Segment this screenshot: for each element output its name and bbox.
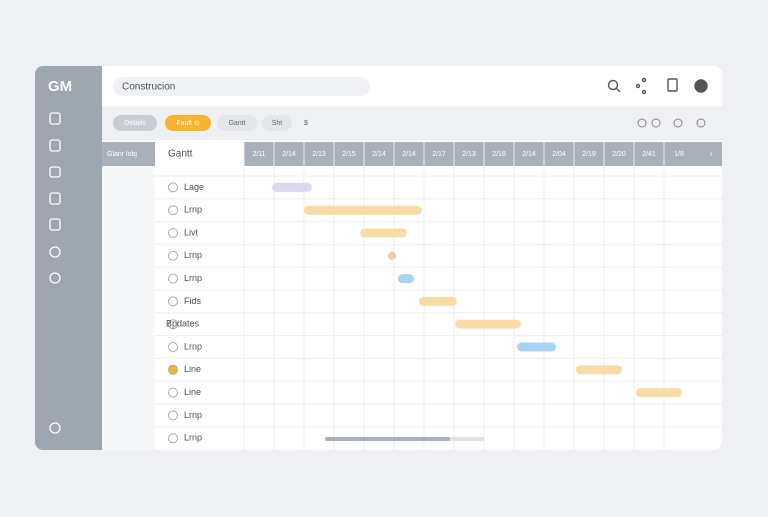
row-label[interactable]: Lrnp (184, 205, 202, 215)
toolbar-button[interactable] (262, 115, 292, 131)
row-icon (168, 205, 178, 216)
row-label[interactable]: Lrnp (184, 341, 202, 351)
row-label[interactable]: Lrnp (184, 433, 202, 443)
gantt-bar[interactable] (398, 274, 414, 284)
milestone[interactable] (388, 251, 396, 260)
toolbar-button[interactable] (113, 115, 157, 131)
toolbar-label[interactable]: Sht (272, 120, 283, 127)
nav-icon[interactable] (49, 166, 61, 178)
column-label: 2/41 (642, 151, 656, 158)
gantt-bar[interactable] (272, 182, 312, 192)
gantt-bar[interactable] (576, 365, 622, 375)
row-label[interactable]: Lrnp (184, 410, 202, 420)
logo: GM (48, 78, 72, 95)
row-icon (168, 387, 178, 398)
row-icon (168, 273, 178, 284)
nav-icon[interactable] (49, 422, 61, 434)
row-label[interactable]: Line (184, 387, 201, 397)
nav-icon[interactable] (49, 272, 61, 284)
task-header-cell (155, 142, 244, 166)
sidebar-icons[interactable] (49, 112, 61, 434)
left-gutter (102, 166, 155, 450)
scroll-right: › (710, 149, 713, 158)
column-label: 2/19 (582, 151, 596, 158)
row-label[interactable]: Lrnp (184, 273, 202, 283)
column-label: 2/13 (462, 151, 476, 158)
gantt-bar[interactable] (360, 228, 407, 238)
gantt-bar[interactable] (419, 296, 457, 306)
column-label: 2/14 (372, 151, 386, 158)
gantt-bar[interactable] (517, 342, 556, 352)
row-icon (168, 296, 178, 307)
column-label: 2/20 (612, 151, 626, 158)
info-icon[interactable] (694, 79, 708, 93)
search-text[interactable]: Construcion (122, 82, 175, 93)
column-label: 2/15 (342, 151, 356, 158)
toolbar-label[interactable]: $ (304, 120, 308, 127)
top-icons[interactable] (607, 77, 708, 95)
nav-icon[interactable] (49, 246, 61, 258)
toolbar-label[interactable]: Details (124, 120, 146, 127)
row-icon (168, 364, 178, 375)
gantt-bar[interactable] (455, 319, 521, 329)
toolbar-button[interactable] (217, 115, 257, 131)
search-box[interactable] (113, 77, 370, 96)
row-icon (168, 182, 178, 193)
row-label[interactable]: Livt (184, 227, 199, 237)
row-icon (168, 319, 178, 330)
scroll-thumb[interactable] (325, 437, 450, 441)
toolbar-icon[interactable] (637, 118, 647, 128)
sidebar (35, 66, 102, 450)
row-icon (168, 410, 178, 421)
toolbar-button[interactable] (165, 115, 211, 131)
column-label: 2/11 (252, 151, 265, 158)
nav-icon[interactable] (49, 218, 61, 231)
gantt-bar[interactable] (304, 205, 422, 215)
toolbar-icon[interactable] (673, 118, 683, 128)
corner-label: Glanr lobj (107, 151, 137, 158)
column-label: 2/14 (522, 151, 536, 158)
column-label: 2/04 (552, 151, 566, 158)
toolbar-label[interactable]: Gantt (228, 120, 245, 127)
row-icon (168, 342, 178, 352)
column-label: 1/8 (674, 151, 684, 158)
column-label: 2/17 (432, 151, 446, 158)
task-header: Gantt (168, 149, 193, 160)
search-icon[interactable] (607, 79, 619, 91)
row-label[interactable]: Fids (184, 296, 202, 306)
row-icon (168, 228, 178, 238)
gantt-bar[interactable] (636, 388, 682, 398)
row-label[interactable]: Lage (184, 182, 204, 192)
toolbar-button[interactable] (296, 115, 316, 131)
toolbar-icon[interactable] (696, 118, 706, 128)
row-label[interactable]: Line (184, 364, 201, 374)
column-label: 2/18 (492, 151, 506, 158)
row-icon (168, 433, 178, 444)
row-label[interactable]: Lrnp (184, 250, 202, 260)
row-icon (168, 250, 178, 261)
column-label: 2/13 (312, 151, 326, 158)
nav-icon[interactable] (49, 139, 61, 152)
nav-icon[interactable] (49, 112, 61, 125)
column-label: 2/14 (282, 151, 296, 158)
toolbar-label[interactable]: Fault ⊙ (176, 120, 200, 127)
row-label[interactable]: Bpdates (166, 319, 200, 329)
toolbar-icon[interactable] (651, 118, 661, 128)
doc-icon[interactable] (667, 78, 678, 92)
column-label: 2/14 (402, 151, 416, 158)
nav-icon[interactable] (49, 192, 61, 205)
